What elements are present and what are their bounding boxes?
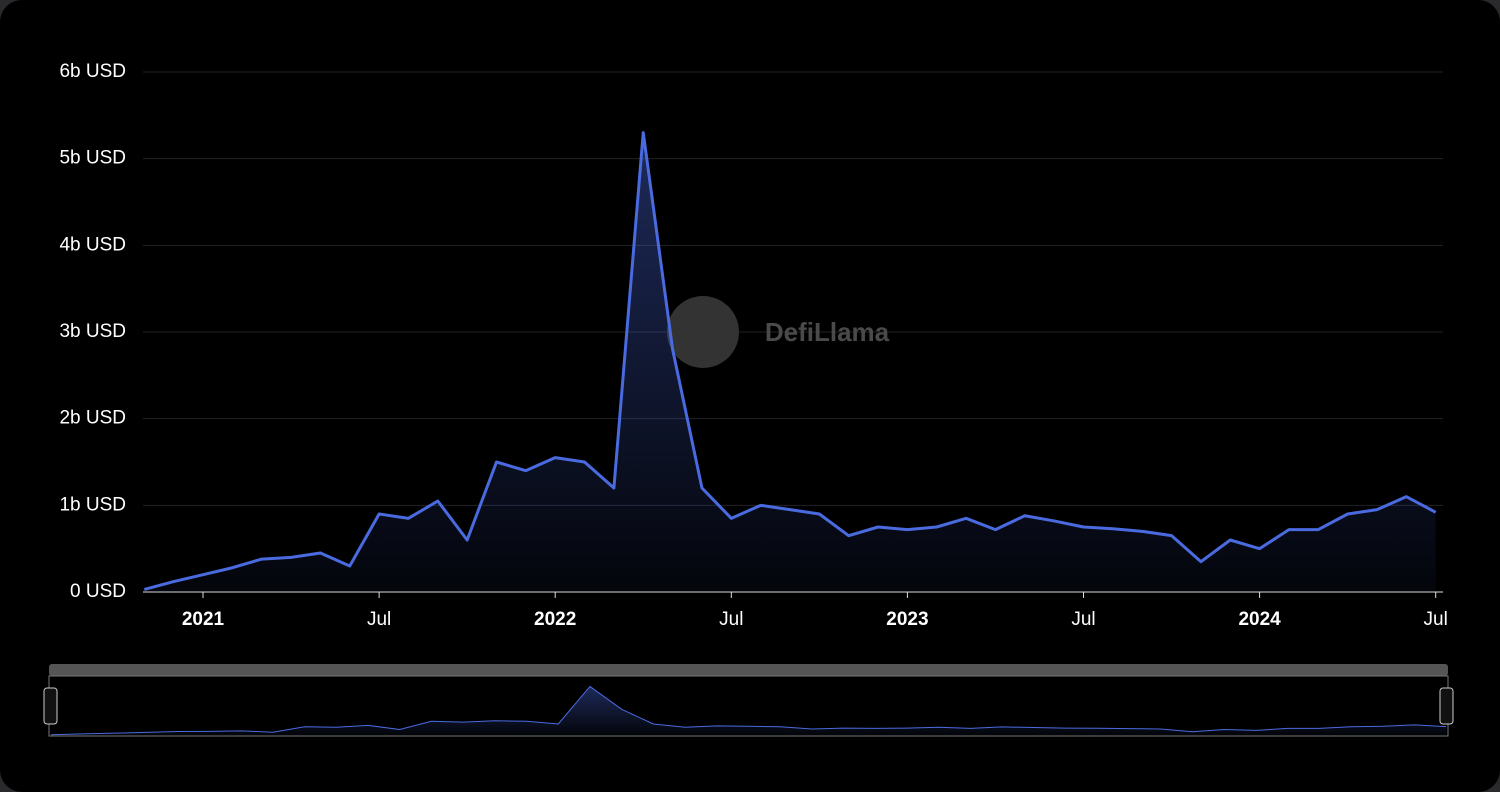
area bbox=[144, 132, 1436, 592]
y-tick-label: 1b USD bbox=[59, 494, 126, 515]
brush-bar[interactable] bbox=[49, 664, 1448, 676]
y-tick-label: 2b USD bbox=[59, 408, 126, 429]
y-tick-label: 0 USD bbox=[70, 581, 126, 602]
y-tick-label: 6b USD bbox=[59, 61, 126, 82]
watermark: DefiLlama bbox=[765, 317, 890, 347]
x-tick-label: 2021 bbox=[182, 609, 225, 630]
x-tick-label: Jul bbox=[367, 609, 391, 630]
x-tick-label: 2023 bbox=[886, 609, 928, 630]
x-tick-label: Jul bbox=[1071, 609, 1095, 630]
y-tick-label: 4b USD bbox=[59, 234, 126, 255]
brush-handle[interactable] bbox=[1439, 687, 1454, 725]
x-tick-label: 2024 bbox=[1238, 609, 1281, 630]
y-tick-label: 5b USD bbox=[59, 148, 126, 169]
x-tick-label: 2022 bbox=[534, 609, 576, 630]
line bbox=[143, 131, 1437, 591]
watermark-logo bbox=[667, 296, 739, 368]
y-tick-label: 3b USD bbox=[59, 321, 126, 342]
x-tick-label: Jul bbox=[719, 609, 743, 630]
line bbox=[50, 685, 1447, 736]
x-tick-label: Jul bbox=[1424, 609, 1448, 630]
area bbox=[51, 686, 1446, 735]
brush-handle[interactable] bbox=[43, 687, 58, 725]
